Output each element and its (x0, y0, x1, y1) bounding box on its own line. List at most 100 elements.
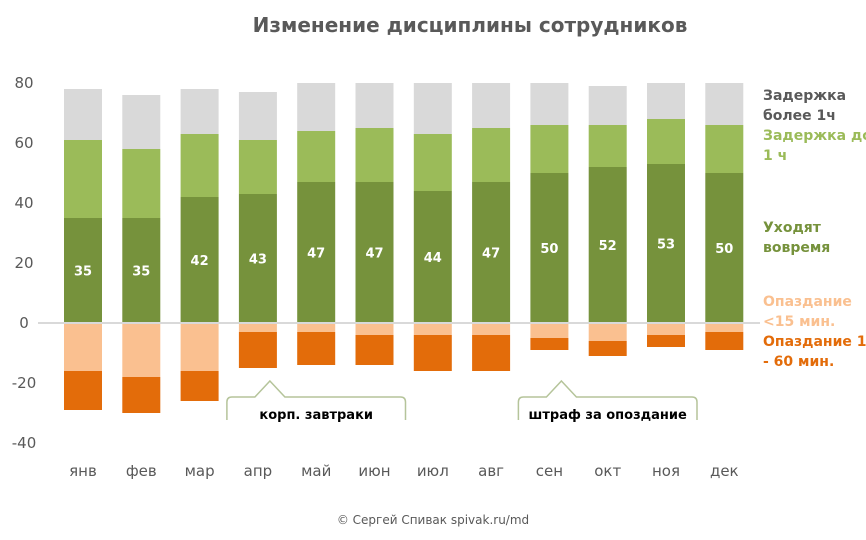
bar-segment (238, 140, 277, 194)
bar-segment (238, 92, 277, 140)
bar-segment (355, 83, 394, 128)
y-tick-label: 80 (14, 74, 33, 92)
bar-segment (122, 323, 161, 377)
x-tick-label: янв (69, 462, 97, 480)
bar-segment (238, 332, 277, 368)
bar-segment (297, 131, 336, 182)
bar-segment (530, 83, 569, 125)
legend-entry: <15 мин. (763, 314, 835, 330)
bar-segment (122, 149, 161, 218)
bar-segment (238, 323, 277, 332)
data-label: 47 (482, 247, 500, 262)
bar-segment (705, 323, 744, 332)
bar-segment (588, 167, 627, 323)
bar-segment (355, 335, 394, 365)
legend-entry: 1 ч (763, 148, 787, 164)
y-tick-label: 40 (14, 194, 33, 212)
bar-segment (588, 323, 627, 341)
bar-segment (647, 83, 685, 119)
bar-segment (122, 377, 161, 413)
legend-entry: Задержка до (763, 128, 866, 144)
legend-entry: более 1ч (763, 108, 836, 124)
bar-segment (180, 197, 219, 323)
footer: © Сергей Спивак spivak.ru/md (337, 513, 529, 527)
data-label: 50 (715, 242, 733, 257)
y-tick-label: -40 (12, 434, 37, 452)
bar-segment (297, 182, 336, 323)
x-tick-label: июн (358, 462, 390, 480)
x-tick-label: ноя (652, 462, 680, 480)
x-tick-label: сен (536, 462, 563, 480)
y-tick-label: 0 (19, 314, 29, 332)
bar-segment (647, 323, 685, 335)
bar-segment (472, 335, 511, 371)
bar-segment (413, 335, 452, 371)
bar-segment (64, 323, 102, 371)
annotation-label: корп. завтраки (259, 408, 373, 423)
data-label: 52 (599, 239, 617, 254)
x-tick-label: июл (417, 462, 449, 480)
legend-entry: Уходят (763, 220, 822, 236)
legend-entry: Опаздание (763, 294, 852, 310)
bar-segment (180, 323, 219, 371)
bar-segment (355, 128, 394, 182)
annotation-bracket (517, 379, 698, 420)
bar-segment (530, 338, 569, 350)
data-label: 42 (191, 254, 209, 269)
bar-segment (355, 182, 394, 323)
bar-segment (413, 83, 452, 134)
legend-entry: Задержка (763, 88, 846, 104)
bar-segment (530, 173, 569, 323)
bar-segment (122, 218, 161, 323)
bar-segment (297, 332, 336, 365)
bars: 35 35 42 43 47 47 44 47 50 52 53 50 (64, 83, 744, 413)
bar-segment (238, 194, 277, 323)
bar-segment (64, 140, 102, 218)
bar-segment (122, 95, 161, 149)
bar-segment (180, 134, 219, 197)
data-label: 35 (74, 265, 92, 280)
bar-segment (647, 119, 685, 164)
bar-segment (705, 83, 744, 125)
bar-segment (472, 323, 511, 335)
data-label: 44 (424, 251, 442, 266)
bar-segment (472, 83, 511, 128)
bar-segment (64, 371, 102, 410)
bar-segment (530, 125, 569, 173)
data-label: 47 (307, 247, 325, 262)
bar-segment (472, 128, 511, 182)
y-tick-label: 60 (14, 134, 33, 152)
bar-segment (180, 371, 219, 401)
bar-segment (297, 323, 336, 332)
x-tick-label: мар (185, 462, 215, 480)
y-tick-label: -20 (12, 374, 37, 392)
bar-segment (355, 323, 394, 335)
bar-segment (588, 341, 627, 356)
bar-segment (64, 89, 102, 140)
bar-segment (413, 191, 452, 323)
legend: Задержка более 1ч Задержка до 1 ч Уходят вовр… (763, 88, 866, 370)
x-tick-label: фев (126, 462, 157, 480)
x-axis: янв фев мар апр май июн июл авг сен окт ноя дек (69, 462, 738, 480)
y-axis: 80 60 40 20 0 -20 -40 (12, 74, 37, 452)
bar-segment (705, 332, 744, 350)
data-label: 43 (249, 253, 267, 268)
y-tick-label: 20 (14, 254, 33, 272)
annotation-bracket (226, 379, 407, 420)
bar-segment (530, 323, 569, 338)
bar-segment (180, 89, 219, 134)
bar-segment (64, 218, 102, 323)
legend-entry: вовремя (763, 240, 830, 256)
annotations: корп. завтраки штраф за опоздание (226, 379, 698, 423)
bar-segment (297, 83, 336, 131)
x-tick-label: окт (594, 462, 621, 480)
x-tick-label: май (301, 462, 331, 480)
bar-segment (705, 125, 744, 173)
bar-segment (705, 173, 744, 323)
bar-segment (588, 125, 627, 167)
data-label: 47 (365, 247, 383, 262)
bar-segment (472, 182, 511, 323)
bar-segment (647, 164, 685, 323)
chart-title: Изменение дисциплины сотрудников (253, 13, 688, 37)
